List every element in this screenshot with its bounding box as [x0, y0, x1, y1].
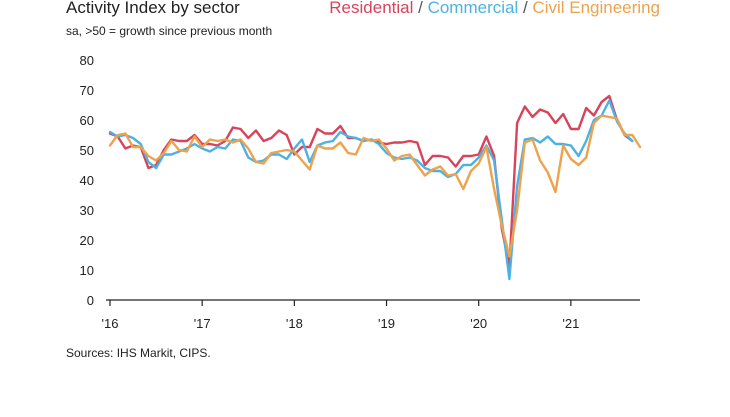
y-tick-label: 40 — [80, 173, 94, 188]
legend-residential: Residential — [329, 0, 414, 17]
series-line-residential — [108, 94, 634, 269]
series-line-commercial — [108, 99, 634, 281]
y-tick-label: 10 — [80, 263, 94, 278]
legend-separator: / — [413, 0, 428, 17]
x-tick-label: '19 — [378, 316, 395, 331]
legend: Residential / Commercial / Civil Enginee… — [329, 0, 660, 18]
y-tick-label: 80 — [80, 53, 94, 68]
y-tick-label: 60 — [80, 113, 94, 128]
x-tick-label: '20 — [470, 316, 487, 331]
y-tick-label: 50 — [80, 143, 94, 158]
y-tick-label: 70 — [80, 83, 94, 98]
chart-source: Sources: IHS Markit, CIPS. — [66, 346, 211, 360]
x-axis: '16 '17 '18 '19 '20 '21 — [102, 299, 640, 331]
y-tick-label: 20 — [80, 233, 94, 248]
legend-civil-engineering: Civil Engineering — [532, 0, 660, 17]
series-line-civil-engineering — [108, 114, 642, 258]
y-axis: 0 10 20 30 40 50 60 70 80 — [80, 53, 94, 308]
x-tick-label: '21 — [562, 316, 579, 331]
legend-separator: / — [518, 0, 533, 17]
chart-subtitle: sa, >50 = growth since previous month — [66, 24, 273, 38]
x-tick-label: '18 — [286, 316, 303, 331]
x-tick-label: '17 — [194, 316, 211, 331]
y-tick-label: 30 — [80, 203, 94, 218]
legend-commercial: Commercial — [427, 0, 519, 17]
x-tick-label: '16 — [102, 316, 119, 331]
series-lines — [108, 94, 642, 281]
chart-title: Activity Index by sector — [66, 0, 240, 17]
y-tick-label: 0 — [87, 293, 94, 308]
